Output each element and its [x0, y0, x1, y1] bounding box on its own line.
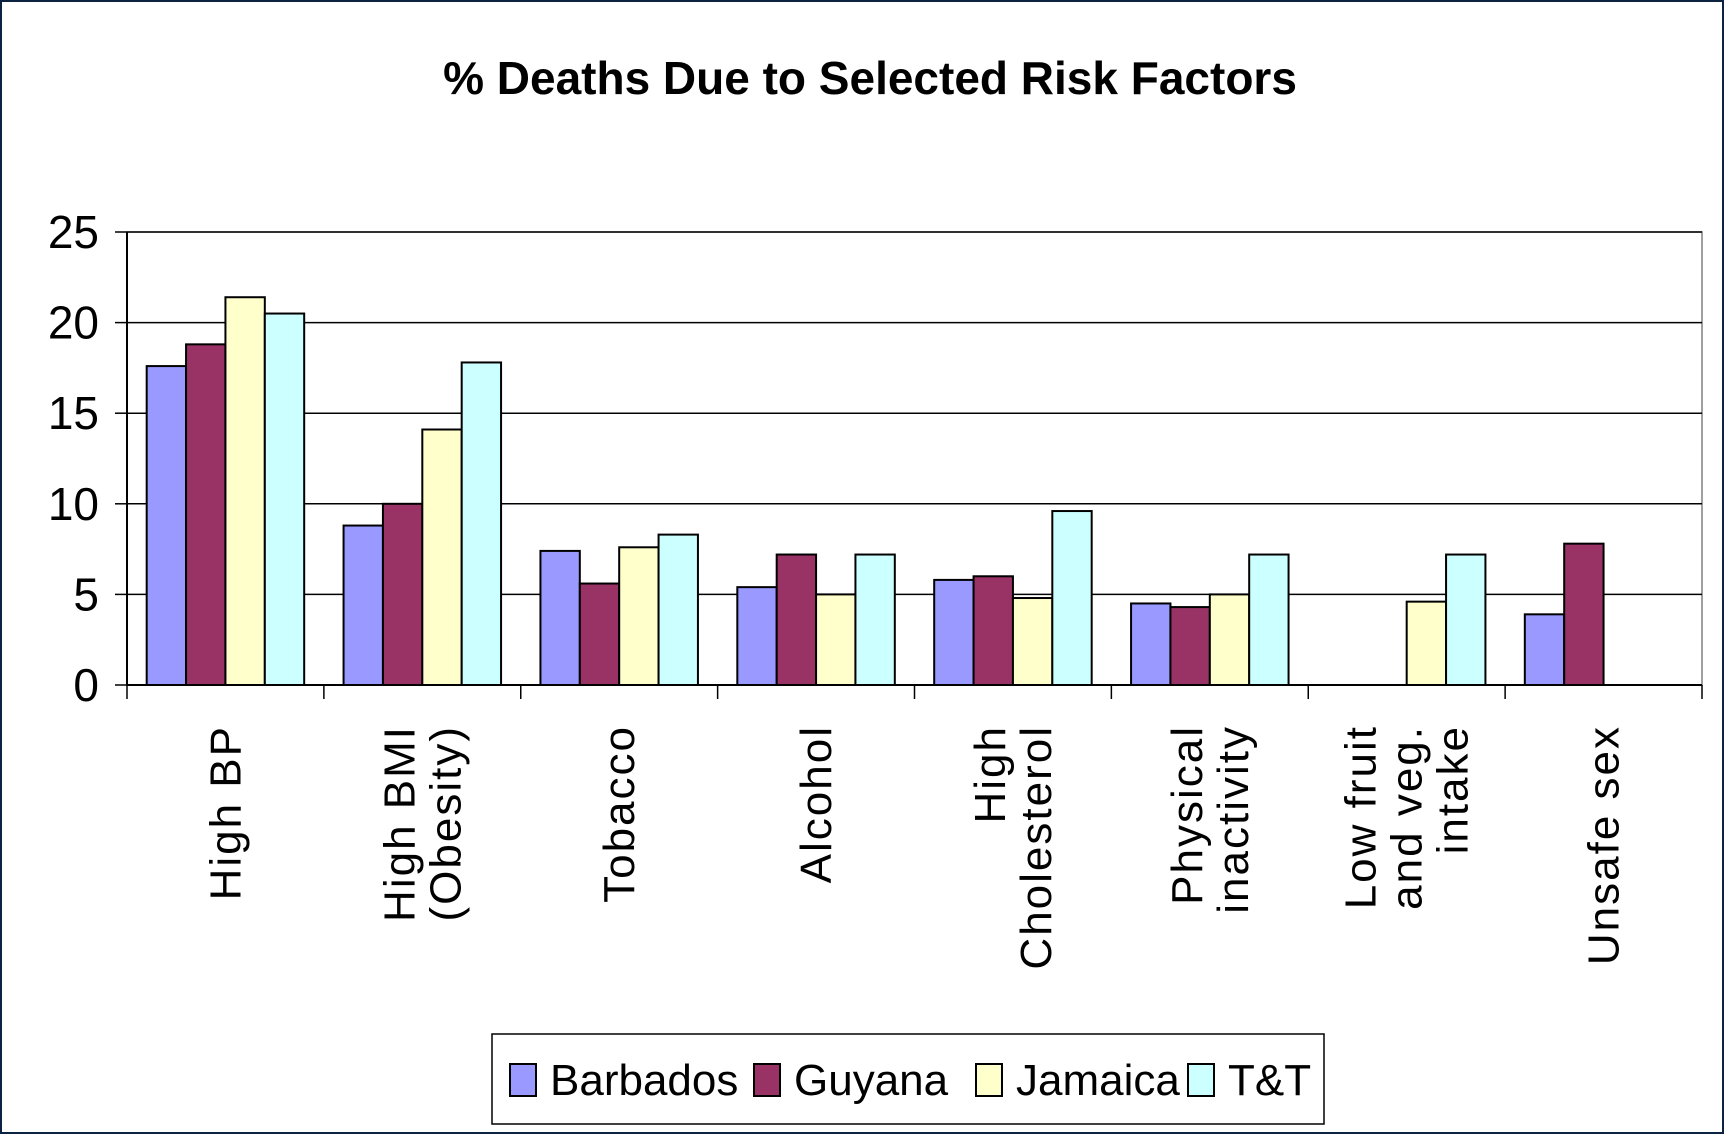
category-label-line: Physical: [1163, 725, 1212, 905]
y-tick-label: 20: [48, 297, 99, 349]
bar: [972, 575, 1014, 687]
legend-label: T&T: [1228, 1056, 1311, 1105]
bar: [815, 593, 857, 687]
category-label-line: (Obesity): [421, 725, 470, 921]
legend-box: [491, 1033, 1325, 1125]
bar: [657, 533, 699, 686]
bar: [1169, 606, 1211, 686]
bar: [1051, 510, 1093, 686]
category-label-line: inactivity: [1209, 725, 1258, 914]
bar: [185, 343, 227, 686]
category-label-line: intake: [1429, 725, 1478, 854]
category-label-line: and veg.: [1383, 725, 1432, 910]
y-tick-label: 5: [73, 568, 99, 620]
bar: [854, 553, 896, 687]
bar: [263, 312, 306, 686]
category-labels: High BP High BMI(Obesity) Tobacco Alcohol Hi…: [201, 725, 1628, 970]
bar: [1130, 602, 1172, 687]
legend-swatch: [975, 1063, 1003, 1097]
bar: [460, 361, 503, 686]
bar: [1405, 600, 1448, 687]
legend-swatch: [509, 1063, 537, 1097]
bar: [1248, 553, 1290, 687]
bar: [145, 365, 188, 686]
bar: [381, 502, 424, 686]
category-label-line: Cholesterol: [1012, 725, 1061, 970]
y-tick-label: 15: [48, 387, 99, 439]
legend-label: Jamaica: [1016, 1056, 1180, 1105]
axes: [115, 231, 1703, 699]
category-label: High BMI(Obesity): [375, 725, 470, 922]
bar: [1011, 597, 1054, 686]
legend-label: Guyana: [794, 1056, 949, 1105]
y-tick-label: 0: [73, 659, 99, 711]
bar: [618, 546, 660, 687]
chart-title: % Deaths Due to Selected Risk Factors: [443, 52, 1297, 104]
legend-swatch: [1187, 1063, 1215, 1097]
legend-swatch: [753, 1063, 781, 1097]
y-tick-label: 10: [48, 478, 99, 530]
category-label-line: Unsafe sex: [1580, 725, 1629, 965]
category-label: Tobacco: [595, 725, 644, 903]
category-label-line: High BP: [201, 725, 250, 900]
bar: [224, 296, 266, 686]
legend-label: Barbados: [550, 1056, 738, 1105]
bar: [342, 524, 384, 686]
bar: [775, 553, 818, 687]
category-label-line: Tobacco: [595, 725, 644, 903]
bar: [421, 428, 463, 686]
category-label-line: High: [966, 725, 1015, 824]
category-label-line: Low fruit: [1337, 725, 1386, 909]
y-tick-label: 25: [48, 206, 99, 258]
bar: [1523, 613, 1566, 686]
bar: [578, 582, 621, 687]
category-label: Alcohol: [792, 725, 841, 883]
bar: [539, 549, 581, 686]
y-tick-labels: 0 5 10 15 20 25: [48, 206, 99, 711]
bar: [1208, 593, 1251, 687]
category-label: Unsafe sex: [1580, 725, 1629, 965]
category-label-line: High BMI: [375, 725, 424, 922]
bar: [736, 586, 778, 686]
category-label-line: Alcohol: [792, 725, 841, 883]
category-label: High BP: [201, 725, 250, 900]
bar: [1563, 542, 1605, 686]
bar: [933, 578, 975, 686]
legend: Barbados Guyana Jamaica T&T: [491, 1033, 1325, 1125]
bars: [145, 296, 1605, 687]
bar: [1445, 553, 1487, 687]
